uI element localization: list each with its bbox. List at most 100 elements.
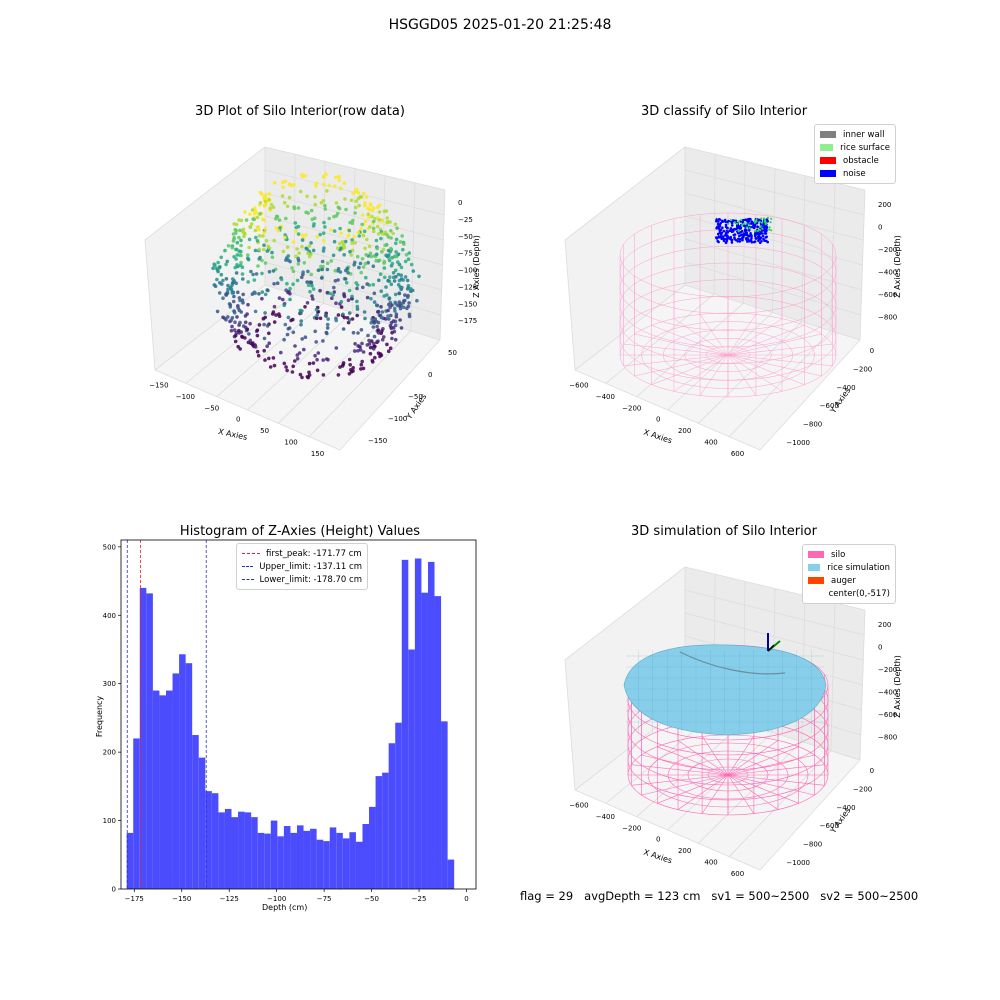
- point: [328, 291, 333, 296]
- point: [360, 359, 364, 364]
- point: [401, 305, 406, 310]
- point: [281, 185, 285, 189]
- x-tick-label: −50: [204, 404, 219, 412]
- point: [385, 342, 389, 347]
- point: [387, 317, 391, 321]
- point: [311, 287, 316, 291]
- point: [367, 215, 371, 220]
- histogram-bar: [139, 587, 147, 889]
- rice-surface-point: [756, 229, 760, 232]
- grid-line: [636, 303, 744, 397]
- point: [300, 233, 305, 238]
- rice-surface-point: [768, 226, 771, 229]
- grid-line: [605, 293, 715, 384]
- point: [356, 230, 360, 235]
- point: [313, 329, 317, 334]
- point: [383, 230, 388, 235]
- histogram-bar: [316, 839, 324, 889]
- legend-item-noise: noise: [820, 167, 890, 180]
- point: [323, 203, 327, 208]
- point: [255, 239, 260, 243]
- point: [271, 205, 276, 210]
- point: [224, 318, 228, 322]
- x-tick-label: 200: [678, 427, 691, 435]
- x-tick-label: 0: [236, 416, 240, 424]
- noise-point: [763, 229, 767, 233]
- point: [375, 224, 380, 229]
- point: [282, 337, 286, 342]
- point: [211, 266, 215, 270]
- plot1-ticks: −150 −100 −50 0 50 100 150 50 0 −50 −100 −150 0 −25 −5…: [149, 199, 477, 458]
- point: [357, 234, 362, 238]
- point: [262, 230, 267, 235]
- point: [250, 343, 255, 347]
- histogram-bar: [231, 817, 239, 889]
- pane-edge: [759, 759, 861, 871]
- point: [283, 179, 288, 184]
- point: [371, 206, 376, 210]
- point: [324, 330, 329, 335]
- point: [261, 247, 266, 252]
- plot3-xlabel: Depth (cm): [262, 903, 308, 912]
- silo-spoke: [727, 774, 815, 796]
- plot1-3d-scatter: −150 −100 −50 0 50 100 150 50 0 −50 −100 −150 0 −25 −5…: [144, 146, 477, 458]
- point: [364, 253, 368, 257]
- left-pane: [145, 147, 265, 370]
- y-tick-label: 200: [103, 749, 116, 757]
- point: [258, 190, 263, 195]
- noise-point: [724, 220, 727, 224]
- point: [302, 261, 307, 265]
- x-tick-label: 400: [704, 859, 717, 867]
- point: [242, 231, 247, 235]
- noise-point: [750, 220, 753, 223]
- point: [279, 350, 283, 355]
- floor-ring: [707, 766, 749, 784]
- point: [252, 278, 257, 282]
- histogram-y-ticks: 0 100 200 300 400 500: [103, 543, 121, 894]
- point: [334, 201, 339, 205]
- silo-spoke: [651, 325, 729, 356]
- point: [398, 285, 402, 289]
- point: [394, 250, 398, 254]
- point: [219, 272, 224, 277]
- histogram-frame: [120, 539, 477, 890]
- point: [321, 199, 326, 203]
- point: [293, 344, 297, 348]
- point: [263, 261, 268, 265]
- point: [352, 235, 356, 239]
- point: [337, 178, 342, 182]
- point: [362, 229, 367, 234]
- histogram-x-ticks: −175 −150 −125 −100 −75 −50 −25 0: [125, 889, 469, 903]
- point: [376, 310, 380, 314]
- y-tick-label: −400: [836, 384, 855, 392]
- point: [397, 291, 402, 295]
- point: [399, 265, 404, 270]
- point: [321, 265, 325, 269]
- point: [323, 207, 328, 211]
- point: [280, 194, 285, 198]
- point: [318, 232, 322, 237]
- histogram-bar: [434, 596, 442, 889]
- point: [380, 329, 384, 333]
- point: [361, 285, 365, 290]
- point: [367, 338, 371, 343]
- point: [256, 264, 260, 268]
- point: [298, 189, 303, 194]
- histogram-bar: [270, 820, 278, 889]
- silo-spoke: [727, 774, 779, 810]
- point: [239, 310, 243, 314]
- point: [238, 263, 243, 267]
- y-tick-label: −200: [853, 366, 872, 374]
- point: [336, 313, 341, 317]
- point: [250, 292, 255, 296]
- rice-surface-point: [735, 222, 739, 225]
- point: [346, 271, 350, 275]
- point: [398, 306, 403, 311]
- z-tick-label: −100: [458, 267, 477, 275]
- point: [278, 226, 282, 230]
- z-tick-label: −25: [458, 216, 473, 224]
- point: [417, 274, 421, 279]
- point: [365, 343, 370, 347]
- noise-point: [756, 225, 759, 228]
- figure-title: HSGGD05 2025-01-20 21:25:48: [388, 17, 612, 33]
